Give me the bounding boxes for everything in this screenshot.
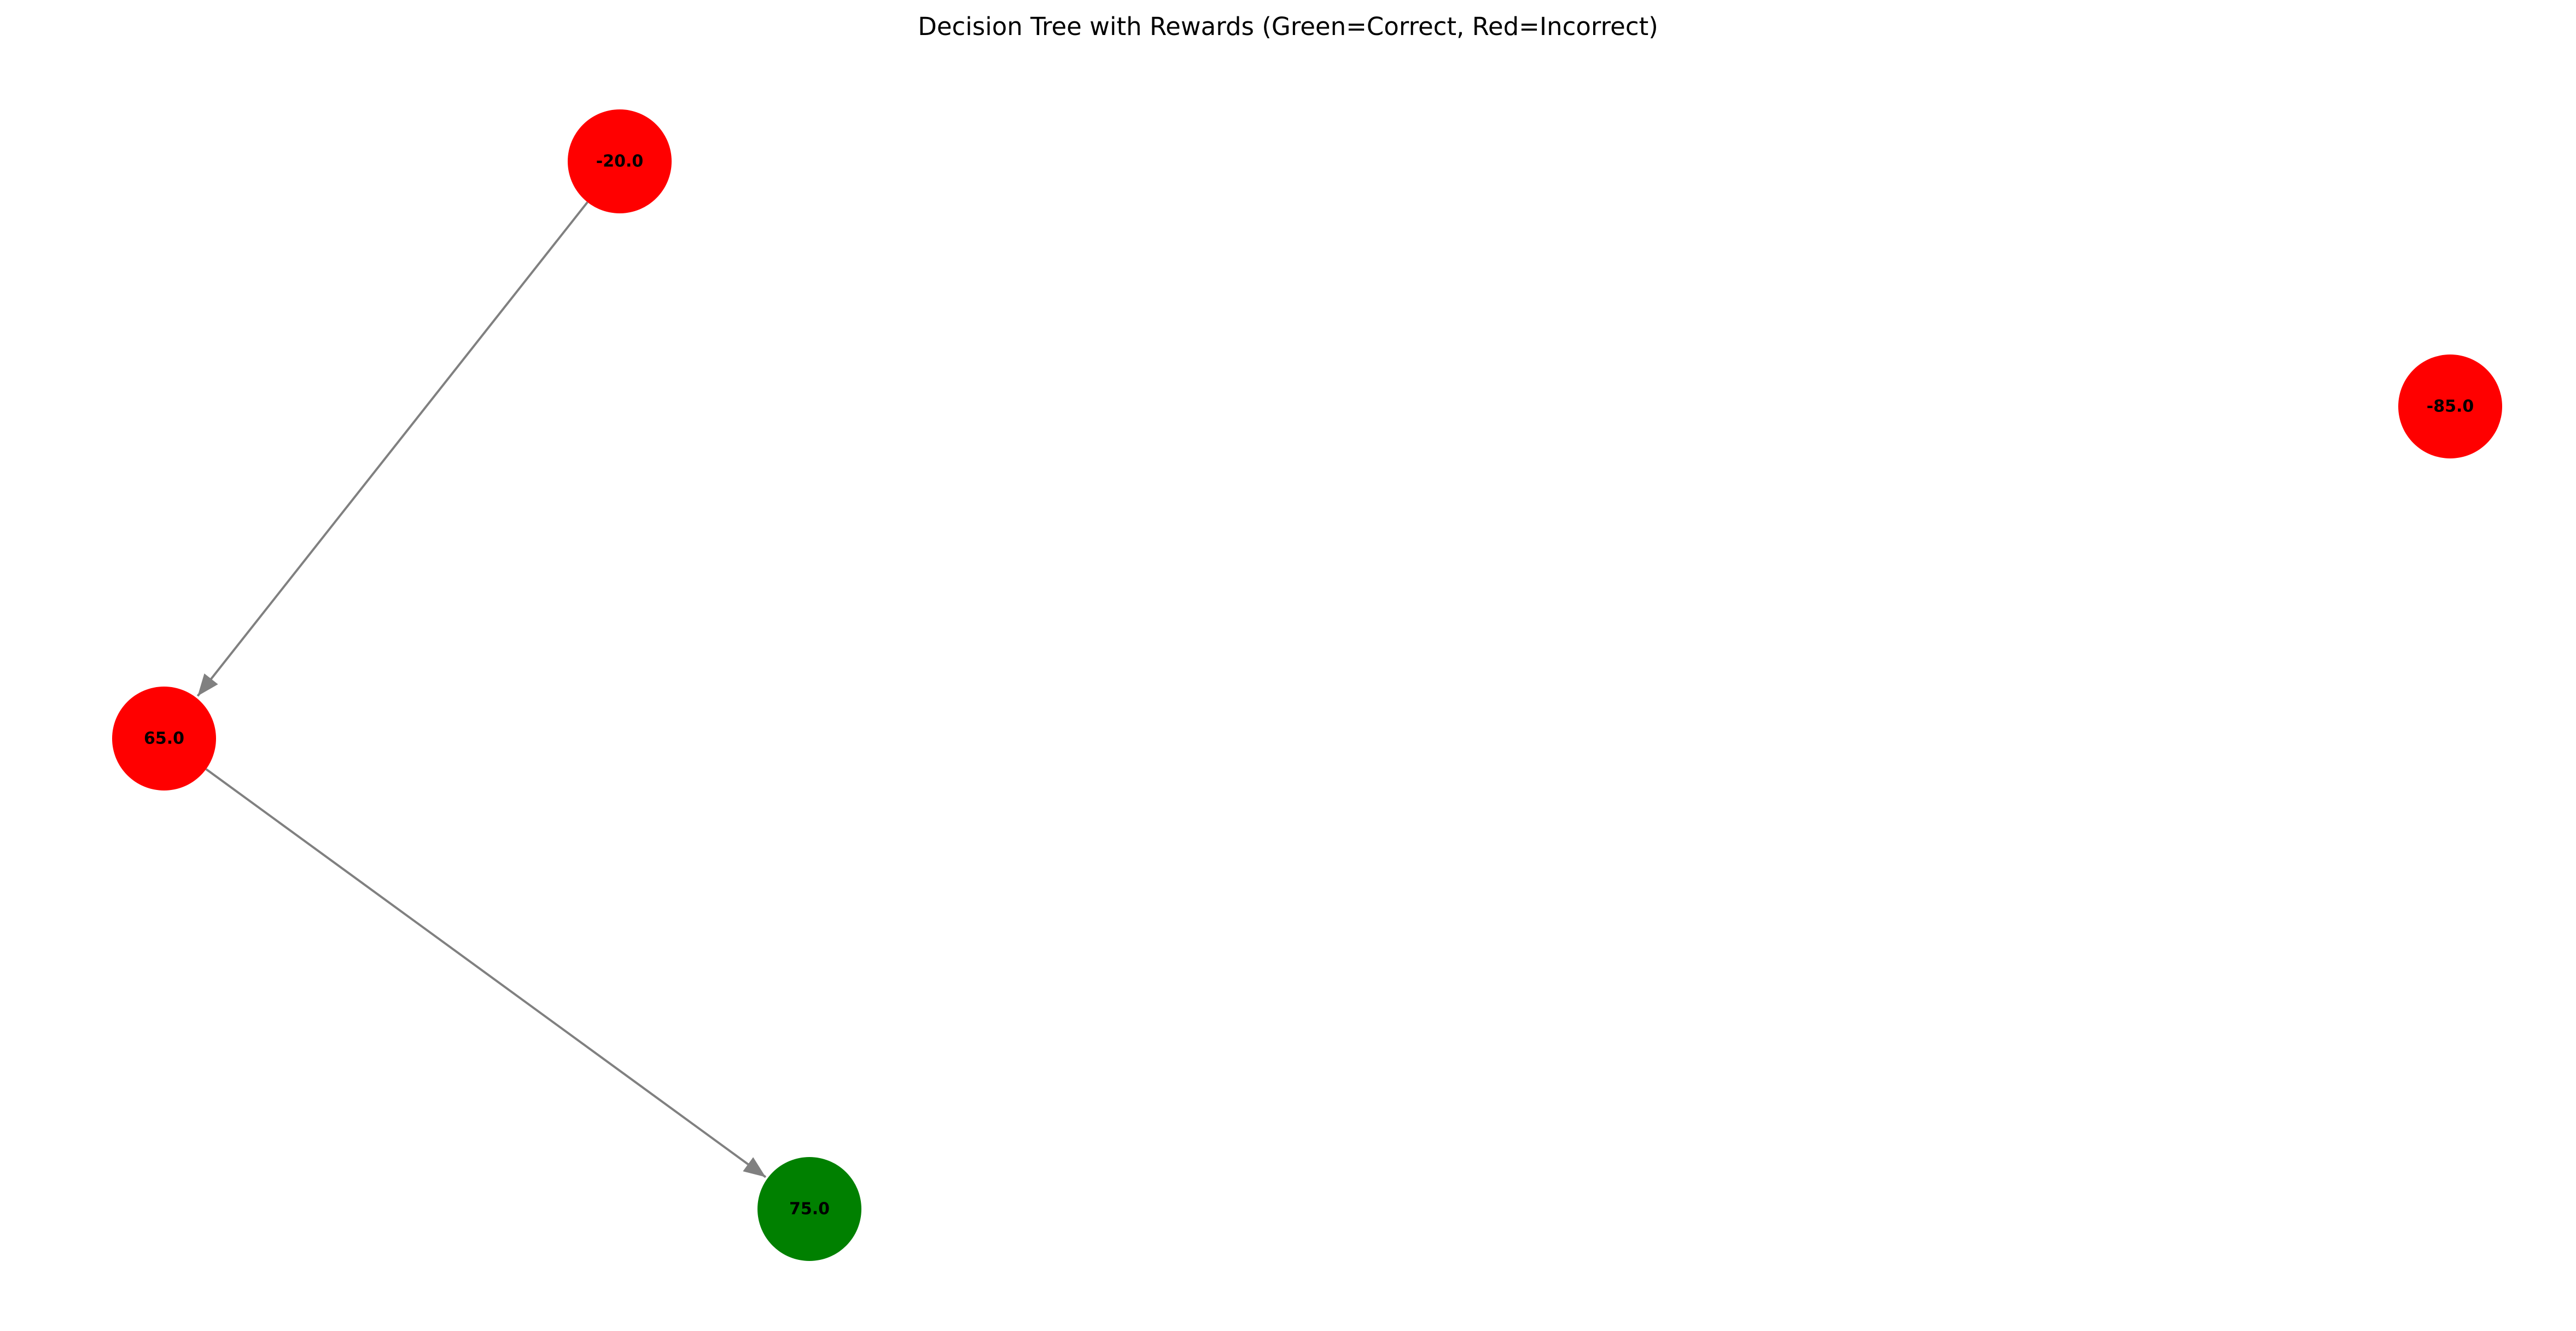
- node-label: -20.0: [596, 152, 643, 171]
- node-label: -85.0: [2427, 397, 2474, 416]
- node-circle-incorrect: [2398, 354, 2502, 458]
- edge-n1-n2: [196, 201, 588, 697]
- nodes-layer: -20.0 65.0 75.0 -85.0: [112, 109, 2502, 1261]
- edges-layer: [196, 201, 767, 1178]
- node-label: 75.0: [789, 1200, 830, 1219]
- figure-title: Decision Tree with Rewards (Green=Correc…: [918, 12, 1658, 41]
- node-label: 65.0: [144, 729, 184, 748]
- tree-node: -20.0: [568, 109, 672, 213]
- tree-node: 75.0: [757, 1157, 861, 1261]
- node-circle-incorrect: [568, 109, 672, 213]
- node-circle-correct: [757, 1157, 861, 1261]
- node-circle-incorrect: [112, 687, 216, 791]
- edge-n2-n3: [205, 768, 767, 1178]
- tree-node: -85.0: [2398, 354, 2502, 458]
- tree-node: 65.0: [112, 687, 216, 791]
